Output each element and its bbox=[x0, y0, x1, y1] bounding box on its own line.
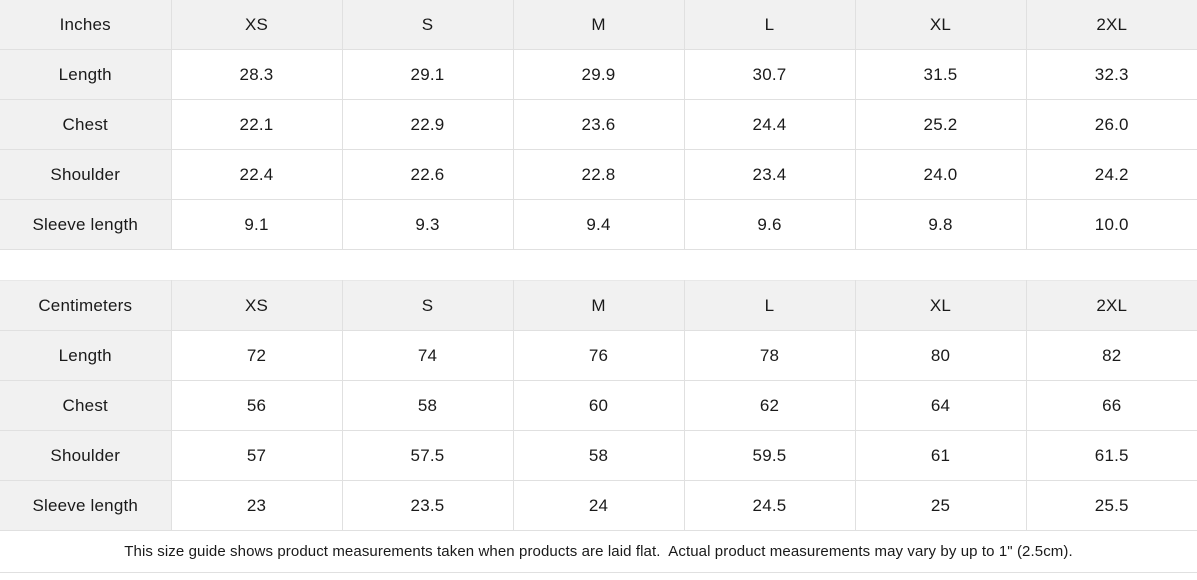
measurement-value-cell: 80 bbox=[854, 330, 1027, 381]
measurement-value-cell: 61.5 bbox=[1025, 430, 1197, 481]
size-header-cell: 2XL bbox=[1025, 0, 1197, 50]
measurement-value-cell: 58 bbox=[512, 430, 685, 481]
measurement-value-cell: 22.1 bbox=[170, 99, 343, 150]
measurement-value-cell: 24.4 bbox=[683, 99, 856, 150]
measurement-value-cell: 28.3 bbox=[170, 49, 343, 100]
row-label-cell: Sleeve length bbox=[0, 199, 172, 250]
row-label-cell: Sleeve length bbox=[0, 480, 172, 531]
size-header-cell: XL bbox=[854, 280, 1027, 331]
measurement-value-cell: 82 bbox=[1025, 330, 1197, 381]
measurement-value-cell: 22.4 bbox=[170, 149, 343, 200]
measurement-row: Chest 22.1 22.9 23.6 24.4 25.2 26.0 bbox=[0, 99, 1197, 150]
row-label-cell: Shoulder bbox=[0, 430, 172, 481]
measurement-value-cell: 29.9 bbox=[512, 49, 685, 100]
measurement-value-cell: 23.6 bbox=[512, 99, 685, 150]
size-header-cell: XL bbox=[854, 0, 1027, 50]
measurement-value-cell: 56 bbox=[170, 380, 343, 431]
measurement-value-cell: 29.1 bbox=[341, 49, 514, 100]
measurement-value-cell: 23 bbox=[170, 480, 343, 531]
size-header-row: Inches XS S M L XL 2XL bbox=[0, 0, 1197, 50]
measurement-value-cell: 58 bbox=[341, 380, 514, 431]
measurement-value-cell: 66 bbox=[1025, 380, 1197, 431]
measurement-value-cell: 24.2 bbox=[1025, 149, 1197, 200]
measurement-row: Shoulder 22.4 22.6 22.8 23.4 24.0 24.2 bbox=[0, 149, 1197, 200]
size-header-cell: XS bbox=[170, 0, 343, 50]
measurement-value-cell: 24.0 bbox=[854, 149, 1027, 200]
size-header-row: Centimeters XS S M L XL 2XL bbox=[0, 280, 1197, 331]
measurement-value-cell: 24.5 bbox=[683, 480, 856, 531]
measurement-value-cell: 57.5 bbox=[341, 430, 514, 481]
row-label-cell: Length bbox=[0, 49, 172, 100]
measurement-value-cell: 78 bbox=[683, 330, 856, 381]
size-guide-table-centimeters: Centimeters XS S M L XL 2XL Length 72 74 76 78 80 82 C… bbox=[0, 280, 1197, 531]
size-header-cell: S bbox=[341, 280, 514, 331]
measurement-value-cell: 61 bbox=[854, 430, 1027, 481]
row-label-cell: Chest bbox=[0, 99, 172, 150]
measurement-value-cell: 23.5 bbox=[341, 480, 514, 531]
measurement-value-cell: 64 bbox=[854, 380, 1027, 431]
measurement-row: Sleeve length 23 23.5 24 24.5 25 25.5 bbox=[0, 480, 1197, 531]
unit-header-cell: Inches bbox=[0, 0, 172, 50]
measurement-value-cell: 30.7 bbox=[683, 49, 856, 100]
size-guide-note-text: This size guide shows product measuremen… bbox=[124, 543, 1073, 560]
size-header-cell: M bbox=[512, 0, 685, 50]
measurement-value-cell: 32.3 bbox=[1025, 49, 1197, 100]
row-label-cell: Shoulder bbox=[0, 149, 172, 200]
row-label-cell: Chest bbox=[0, 380, 172, 431]
measurement-value-cell: 59.5 bbox=[683, 430, 856, 481]
measurement-value-cell: 22.6 bbox=[341, 149, 514, 200]
measurement-value-cell: 9.3 bbox=[341, 199, 514, 250]
measurement-value-cell: 31.5 bbox=[854, 49, 1027, 100]
measurement-value-cell: 76 bbox=[512, 330, 685, 381]
size-header-cell: L bbox=[683, 280, 856, 331]
measurement-row: Chest 56 58 60 62 64 66 bbox=[0, 380, 1197, 431]
measurement-row: Length 28.3 29.1 29.9 30.7 31.5 32.3 bbox=[0, 49, 1197, 100]
measurement-value-cell: 62 bbox=[683, 380, 856, 431]
measurement-row: Shoulder 57 57.5 58 59.5 61 61.5 bbox=[0, 430, 1197, 481]
measurement-value-cell: 9.4 bbox=[512, 199, 685, 250]
size-guide-note: This size guide shows product measuremen… bbox=[0, 531, 1197, 573]
table-spacer bbox=[0, 250, 1197, 280]
size-header-cell: 2XL bbox=[1025, 280, 1197, 331]
measurement-value-cell: 22.9 bbox=[341, 99, 514, 150]
measurement-value-cell: 25.2 bbox=[854, 99, 1027, 150]
size-guide-table-inches: Inches XS S M L XL 2XL Length 28.3 29.1 29.9 30.7 31… bbox=[0, 0, 1197, 250]
measurement-value-cell: 72 bbox=[170, 330, 343, 381]
size-header-cell: S bbox=[341, 0, 514, 50]
measurement-value-cell: 57 bbox=[170, 430, 343, 481]
measurement-value-cell: 23.4 bbox=[683, 149, 856, 200]
size-header-cell: L bbox=[683, 0, 856, 50]
measurement-value-cell: 24 bbox=[512, 480, 685, 531]
measurement-value-cell: 25.5 bbox=[1025, 480, 1197, 531]
measurement-value-cell: 74 bbox=[341, 330, 514, 381]
measurement-value-cell: 25 bbox=[854, 480, 1027, 531]
measurement-value-cell: 10.0 bbox=[1025, 199, 1197, 250]
row-label-cell: Length bbox=[0, 330, 172, 381]
measurement-value-cell: 9.1 bbox=[170, 199, 343, 250]
measurement-value-cell: 9.6 bbox=[683, 199, 856, 250]
measurement-value-cell: 22.8 bbox=[512, 149, 685, 200]
size-header-cell: XS bbox=[170, 280, 343, 331]
size-header-cell: M bbox=[512, 280, 685, 331]
measurement-value-cell: 26.0 bbox=[1025, 99, 1197, 150]
unit-header-cell: Centimeters bbox=[0, 280, 172, 331]
measurement-row: Length 72 74 76 78 80 82 bbox=[0, 330, 1197, 381]
measurement-value-cell: 9.8 bbox=[854, 199, 1027, 250]
measurement-value-cell: 60 bbox=[512, 380, 685, 431]
measurement-row: Sleeve length 9.1 9.3 9.4 9.6 9.8 10.0 bbox=[0, 199, 1197, 250]
